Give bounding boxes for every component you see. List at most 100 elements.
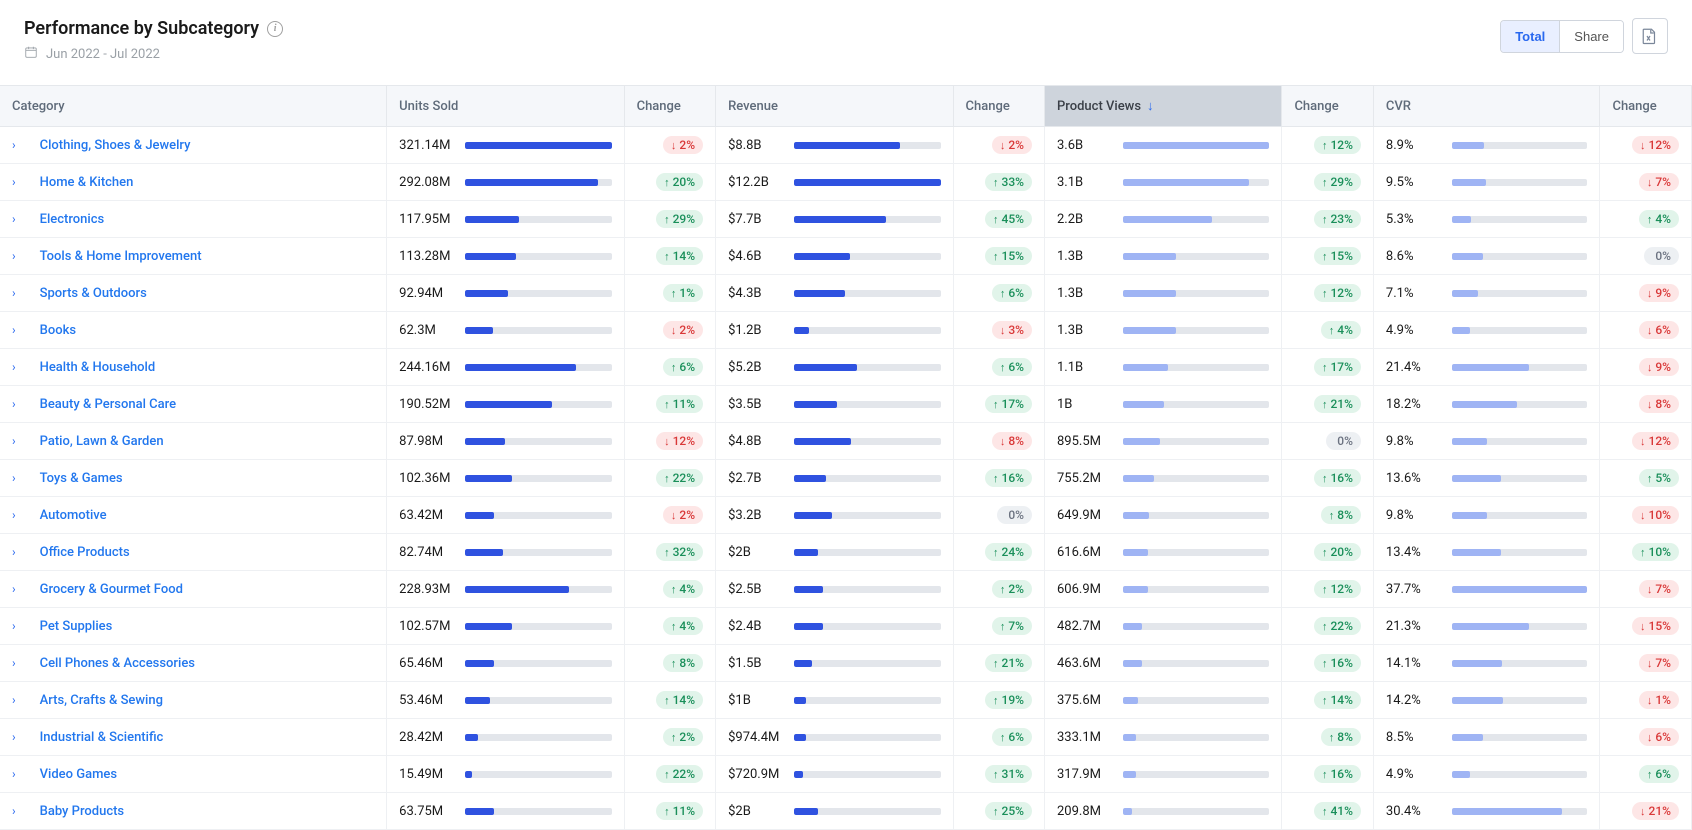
table-row: ›Beauty & Personal Care190.52M↑11%$3.5B↑…	[0, 386, 1692, 423]
arrow-up-icon: ↑	[1647, 213, 1653, 226]
category-link[interactable]: Clothing, Shoes & Jewelry	[40, 138, 191, 153]
toggle-share-button[interactable]: Share	[1559, 21, 1623, 52]
metric-value: 5.3%	[1386, 212, 1442, 227]
change-pill: ↑20%	[656, 173, 703, 191]
arrow-up-icon: ↑	[1647, 768, 1653, 781]
change-pill: ↓9%	[1639, 284, 1679, 302]
bar-fill	[794, 253, 850, 260]
arrow-down-icon: ↓	[1640, 620, 1646, 633]
col-header-views[interactable]: Product Views↓	[1045, 86, 1282, 127]
bar-track	[1123, 438, 1269, 445]
col-header-change-1[interactable]: Change	[624, 86, 715, 127]
table-row: ›Grocery & Gourmet Food228.93M↑4%$2.5B↑2…	[0, 571, 1692, 608]
category-link[interactable]: Baby Products	[40, 804, 125, 819]
bar-fill	[1123, 512, 1149, 519]
metric-value: 65.46M	[399, 656, 455, 671]
value-bar: $2.7B	[728, 471, 940, 486]
change-pill: ↑15%	[1314, 247, 1361, 265]
bar-track	[465, 216, 611, 223]
col-header-units[interactable]: Units Sold	[387, 86, 624, 127]
col-header-change-3[interactable]: Change	[1282, 86, 1373, 127]
value-bar: 4.9%	[1386, 323, 1588, 338]
category-link[interactable]: Health & Household	[40, 360, 156, 375]
change-pill: ↑11%	[656, 395, 703, 413]
expand-chevron-icon[interactable]: ›	[12, 138, 16, 152]
category-link[interactable]: Home & Kitchen	[40, 175, 134, 190]
change-pill: ↓12%	[656, 432, 703, 450]
bar-track	[1123, 549, 1269, 556]
bar-fill	[465, 364, 576, 371]
col-header-change-2[interactable]: Change	[953, 86, 1044, 127]
category-link[interactable]: Pet Supplies	[40, 619, 113, 634]
expand-chevron-icon[interactable]: ›	[12, 804, 16, 818]
bar-fill	[1452, 549, 1501, 556]
metric-value: $1.5B	[728, 656, 784, 671]
expand-chevron-icon[interactable]: ›	[12, 397, 16, 411]
expand-chevron-icon[interactable]: ›	[12, 471, 16, 485]
value-bar: 28.42M	[399, 730, 611, 745]
expand-chevron-icon[interactable]: ›	[12, 249, 16, 263]
change-pill: ↓12%	[1632, 432, 1679, 450]
category-link[interactable]: Automotive	[40, 508, 107, 523]
metric-value: 53.46M	[399, 693, 455, 708]
metric-value: 62.3M	[399, 323, 455, 338]
col-header-cvr[interactable]: CVR	[1373, 86, 1600, 127]
expand-chevron-icon[interactable]: ›	[12, 656, 16, 670]
export-excel-button[interactable]	[1632, 18, 1668, 54]
category-link[interactable]: Electronics	[40, 212, 105, 227]
category-link[interactable]: Grocery & Gourmet Food	[40, 582, 183, 597]
col-header-revenue[interactable]: Revenue	[716, 86, 953, 127]
bar-track	[465, 401, 611, 408]
expand-chevron-icon[interactable]: ›	[12, 508, 16, 522]
expand-chevron-icon[interactable]: ›	[12, 619, 16, 633]
change-pill: ↑8%	[1321, 728, 1361, 746]
category-link[interactable]: Tools & Home Improvement	[40, 249, 202, 264]
value-bar: $720.9M	[728, 767, 940, 782]
metric-value: 292.08M	[399, 175, 455, 190]
toggle-total-button[interactable]: Total	[1501, 21, 1559, 52]
expand-chevron-icon[interactable]: ›	[12, 323, 16, 337]
col-header-change-4[interactable]: Change	[1600, 86, 1692, 127]
category-link[interactable]: Beauty & Personal Care	[40, 397, 176, 412]
metric-value: 21.3%	[1386, 619, 1442, 634]
info-icon[interactable]: i	[267, 21, 283, 37]
bar-track	[1123, 586, 1269, 593]
category-link[interactable]: Toys & Games	[40, 471, 123, 486]
expand-chevron-icon[interactable]: ›	[12, 286, 16, 300]
change-pill: ↑24%	[985, 543, 1032, 561]
category-link[interactable]: Sports & Outdoors	[40, 286, 147, 301]
expand-chevron-icon[interactable]: ›	[12, 693, 16, 707]
expand-chevron-icon[interactable]: ›	[12, 582, 16, 596]
category-link[interactable]: Office Products	[40, 545, 130, 560]
expand-chevron-icon[interactable]: ›	[12, 212, 16, 226]
arrow-up-icon: ↑	[993, 805, 999, 818]
metric-value: 333.1M	[1057, 730, 1113, 745]
category-link[interactable]: Arts, Crafts & Sewing	[40, 693, 163, 708]
bar-fill	[1123, 253, 1176, 260]
category-link[interactable]: Industrial & Scientific	[40, 730, 164, 745]
category-link[interactable]: Patio, Lawn & Garden	[40, 434, 164, 449]
expand-chevron-icon[interactable]: ›	[12, 767, 16, 781]
category-link[interactable]: Cell Phones & Accessories	[40, 656, 195, 671]
category-link[interactable]: Video Games	[40, 767, 117, 782]
expand-chevron-icon[interactable]: ›	[12, 175, 16, 189]
arrow-up-icon: ↑	[1322, 805, 1328, 818]
bar-fill	[794, 660, 812, 667]
col-header-category[interactable]: Category	[0, 86, 387, 127]
metric-value: 92.94M	[399, 286, 455, 301]
bar-fill	[794, 438, 851, 445]
arrow-up-icon: ↑	[993, 472, 999, 485]
bar-fill	[794, 512, 832, 519]
arrow-up-icon: ↑	[664, 546, 670, 559]
change-pill: ↑20%	[1314, 543, 1361, 561]
value-bar: 244.16M	[399, 360, 611, 375]
category-link[interactable]: Books	[40, 323, 76, 338]
expand-chevron-icon[interactable]: ›	[12, 360, 16, 374]
expand-chevron-icon[interactable]: ›	[12, 730, 16, 744]
change-pill: ↑25%	[985, 802, 1032, 820]
bar-fill	[1123, 623, 1142, 630]
expand-chevron-icon[interactable]: ›	[12, 434, 16, 448]
value-bar: 62.3M	[399, 323, 611, 338]
expand-chevron-icon[interactable]: ›	[12, 545, 16, 559]
arrow-up-icon: ↑	[1322, 213, 1328, 226]
